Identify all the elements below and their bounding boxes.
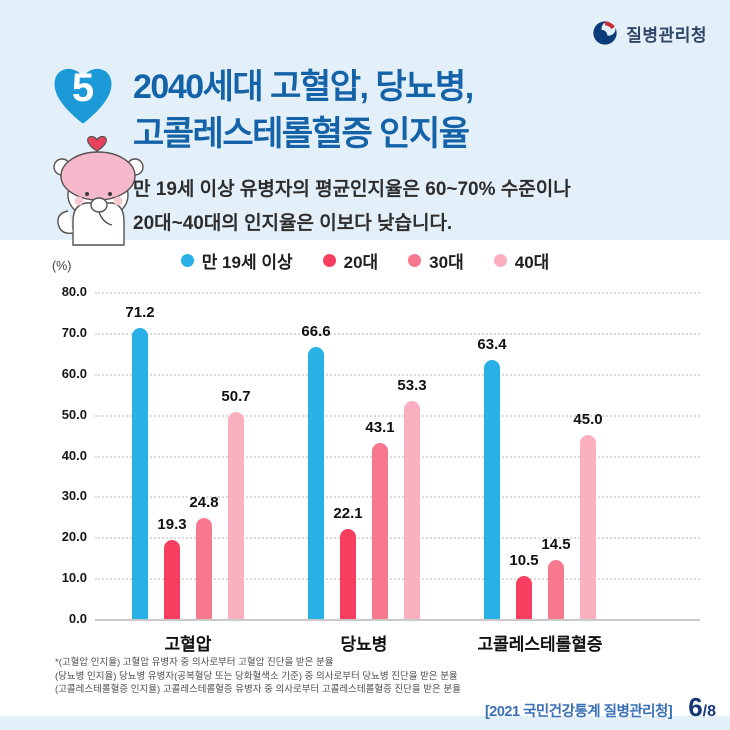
- gridline: [95, 373, 700, 376]
- y-axis-tick-label: 60.0: [61, 365, 87, 381]
- gridline: [95, 537, 700, 540]
- bar-value-label: 66.6: [301, 322, 331, 340]
- category-label: 고혈압: [164, 635, 212, 654]
- gridline: [95, 455, 700, 458]
- page-indicator: 6 /8: [688, 692, 716, 723]
- legend-dot-icon: [180, 254, 194, 267]
- bar: [196, 517, 212, 619]
- legend-label: 30대: [429, 253, 464, 272]
- footnote-line-2: (당뇨병 인지율) 당뇨병 유병자(공복혈당 또는 당화혈색소 기준) 중 의사…: [55, 670, 458, 682]
- page-current: 6: [688, 692, 703, 722]
- bar: [548, 559, 564, 619]
- y-axis-tick-label: 80.0: [61, 284, 87, 299]
- legend-item: 20대: [322, 248, 379, 273]
- subtitle: 만 19세 이상 유병자의 평균인지율은 60~70% 수준이나 20대~40대…: [133, 173, 571, 241]
- y-axis-tick-label: 40.0: [61, 447, 87, 463]
- footnotes: *(고혈압 인지율) 고혈압 유병자 중 의사로부터 고혈압 진단을 받은 분율…: [55, 656, 461, 697]
- legend-label: 만 19세 이상: [201, 253, 293, 272]
- subtitle-line-2: 20대~40대의 인지율은 이보다 낮습니다.: [133, 213, 453, 234]
- agency-name: 질병관리청: [626, 25, 707, 45]
- bar-value-label: 53.3: [397, 377, 427, 395]
- legend-dot-icon: [322, 254, 336, 267]
- bar-value-label: 24.8: [189, 493, 219, 511]
- bar-value-label: 71.2: [125, 303, 155, 321]
- agency-logo: 질병관리청: [591, 19, 707, 47]
- page-title: 2040세대 고혈압, 당뇨병, 고콜레스테롤혈증 인지율: [133, 64, 474, 158]
- y-axis-tick-label: 20.0: [61, 529, 87, 545]
- legend-dot-icon: [408, 254, 422, 267]
- y-axis-unit-label: (%): [52, 259, 72, 273]
- legend-dot-icon: [493, 254, 507, 267]
- source-row: [2021 국민건강통계 질병관리청] 6 /8: [485, 692, 716, 723]
- y-axis-tick-label: 70.0: [61, 324, 87, 340]
- gridline: [95, 292, 700, 294]
- data-source: [2021 국민건강통계 질병관리청]: [484, 704, 673, 720]
- bar: [580, 435, 596, 619]
- gridline: [95, 414, 700, 417]
- footer-strip: [0, 716, 730, 730]
- footnote-line-1: *(고혈압 인지율) 고혈압 유병자 중 의사로부터 고혈압 진단을 받은 분율: [55, 657, 334, 668]
- legend-item: 30대: [408, 248, 464, 273]
- y-axis-tick-label: 10.0: [61, 570, 87, 586]
- title-line-2: 고콜레스테롤혈증 인지율: [133, 115, 470, 153]
- heart-icon: [54, 68, 112, 124]
- bar: [516, 576, 532, 619]
- bar-value-label: 43.1: [365, 418, 395, 436]
- bar-value-label: 14.5: [541, 535, 571, 553]
- y-axis-tick-label: 0.0: [68, 611, 87, 626]
- bar: [228, 411, 244, 619]
- bar: [132, 327, 148, 619]
- badge-number: 5: [71, 66, 95, 110]
- gridline: [95, 332, 700, 335]
- bar-value-label: 22.1: [333, 504, 363, 522]
- bar-value-label: 19.3: [157, 516, 187, 534]
- gridline: [95, 496, 700, 499]
- bar: [484, 359, 500, 619]
- subtitle-line-1: 만 19세 이상 유병자의 평균인지율은 60~70% 수준이나: [133, 179, 571, 200]
- category-label: 당뇨병: [340, 635, 388, 654]
- footnote-line-3: (고콜레스테롤혈증 인지율) 고콜레스테롤혈증 유병자 중 의사로부터 고콜레스…: [55, 684, 461, 695]
- bar: [308, 346, 324, 619]
- legend-label: 20대: [343, 253, 379, 272]
- category-label: 고콜레스테롤혈증: [477, 635, 603, 654]
- legend-item: 만 19세 이상: [180, 248, 293, 273]
- x-axis-line: [95, 619, 700, 621]
- y-axis-tick-label: 30.0: [61, 488, 87, 504]
- bar: [340, 528, 356, 619]
- bar: [164, 540, 180, 619]
- number-badge: 5: [46, 57, 120, 131]
- bar-value-label: 63.4: [477, 335, 507, 353]
- gridline: [95, 578, 700, 581]
- legend-item: 40대: [493, 248, 550, 273]
- bar-value-label: 45.0: [573, 411, 603, 429]
- bar-value-label: 10.5: [509, 552, 539, 570]
- bar: [372, 442, 388, 619]
- government-emblem-icon: [593, 21, 617, 45]
- y-axis-tick-label: 50.0: [61, 406, 87, 422]
- legend-label: 40대: [514, 253, 550, 272]
- sheep-mascot-illustration: [53, 135, 144, 246]
- bar: [404, 401, 420, 619]
- chart-legend: 만 19세 이상 20대 30대 40대: [0, 248, 730, 273]
- title-line-1: 2040세대 고혈압, 당뇨병,: [133, 68, 474, 106]
- bar-value-label: 50.7: [221, 387, 251, 405]
- page-total: /8: [702, 703, 716, 720]
